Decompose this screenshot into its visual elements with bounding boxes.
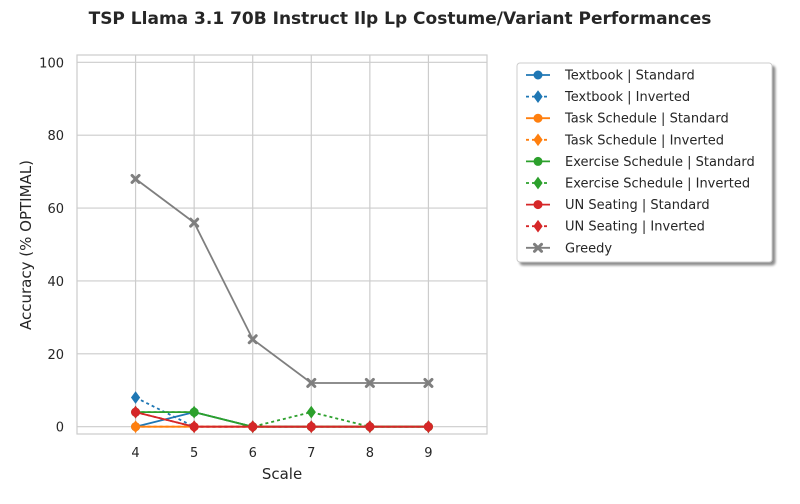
legend-item: Exercise Schedule | Standard xyxy=(526,155,755,170)
data-point xyxy=(423,377,434,388)
marker-stroke xyxy=(533,242,543,253)
data-point xyxy=(306,377,317,388)
y-axis-label: Accuracy (% OPTIMAL) xyxy=(17,160,35,330)
data-point xyxy=(247,334,258,345)
data-point xyxy=(248,420,258,434)
legend-items: Textbook | Standard Textbook | Inverted Ta… xyxy=(526,69,755,256)
data-point xyxy=(130,420,141,434)
y-tick-label: 100 xyxy=(39,56,64,71)
data-point xyxy=(130,405,141,419)
marker-stroke xyxy=(189,217,200,228)
legend-item: UN Seating | Standard xyxy=(526,198,710,213)
legend-marker xyxy=(533,176,543,190)
legend-item: Textbook | Standard xyxy=(526,69,695,84)
x-tick-label: 6 xyxy=(249,446,257,461)
data-point xyxy=(130,173,141,184)
legend-label: UN Seating | Standard xyxy=(565,198,710,213)
legend-item: Textbook | Inverted xyxy=(526,90,690,105)
series-5 xyxy=(130,405,434,434)
legend-label: Greedy xyxy=(565,241,612,256)
legend-label: Exercise Schedule | Standard xyxy=(565,155,755,170)
legend-label: Textbook | Inverted xyxy=(564,90,690,105)
legend-label: Textbook | Standard xyxy=(564,69,695,84)
marker-stroke xyxy=(423,377,434,388)
series-line xyxy=(135,411,429,428)
x-tick-label: 8 xyxy=(366,446,374,461)
marker-stroke xyxy=(247,334,258,345)
series-line xyxy=(135,411,429,428)
data-point xyxy=(189,217,200,228)
data-point xyxy=(306,405,316,419)
legend-item: Task Schedule | Inverted xyxy=(526,133,724,148)
legend-marker xyxy=(533,133,543,147)
x-axis-label: Scale xyxy=(262,465,302,483)
legend-item: UN Seating | Inverted xyxy=(526,220,705,235)
y-tick-label: 0 xyxy=(56,421,64,436)
legend-item: Exercise Schedule | Inverted xyxy=(526,177,750,192)
marker-stroke xyxy=(130,173,141,184)
data-point xyxy=(130,391,141,404)
x-tick-label: 7 xyxy=(307,446,315,461)
tick-labels: 4 5 6 7 8 9 0 20 40 60 80 100 xyxy=(39,56,432,461)
series-7 xyxy=(130,405,434,434)
data-point xyxy=(365,420,375,434)
legend-item: Task Schedule | Standard xyxy=(526,112,729,127)
legend-marker xyxy=(533,113,543,123)
legend-marker xyxy=(533,242,543,253)
plot-frame xyxy=(76,54,488,435)
legend-marker xyxy=(533,200,543,210)
legend: Textbook | Standard Textbook | Inverted Ta… xyxy=(516,62,773,263)
data-point xyxy=(423,420,434,434)
y-tick-label: 80 xyxy=(47,129,64,144)
y-tick-label: 40 xyxy=(47,275,64,290)
x-tick-label: 5 xyxy=(190,446,198,461)
legend-label: Task Schedule | Standard xyxy=(564,112,729,127)
x-tick-label: 4 xyxy=(131,446,139,461)
data-point xyxy=(306,420,316,434)
series-line xyxy=(135,396,429,428)
data-point xyxy=(189,420,199,434)
data-point xyxy=(364,377,375,388)
legend-frame xyxy=(516,62,773,263)
data-point xyxy=(189,405,199,419)
marker-stroke xyxy=(364,377,375,388)
series-line xyxy=(135,178,429,384)
marker-stroke xyxy=(306,377,317,388)
y-tick-label: 20 xyxy=(47,348,64,363)
x-tick-label: 9 xyxy=(424,446,432,461)
series-8 xyxy=(130,173,434,388)
series-layer xyxy=(130,173,434,434)
legend-label: UN Seating | Inverted xyxy=(565,220,705,235)
grid xyxy=(77,55,487,434)
chart-title: TSP Llama 3.1 70B Instruct Ilp Lp Costum… xyxy=(89,9,712,29)
y-tick-label: 60 xyxy=(47,202,64,217)
legend-item: Greedy xyxy=(526,241,612,256)
legend-marker xyxy=(533,156,543,166)
legend-marker xyxy=(533,90,543,103)
legend-marker xyxy=(533,70,543,80)
legend-label: Task Schedule | Inverted xyxy=(564,133,724,148)
legend-marker xyxy=(533,219,543,233)
legend-label: Exercise Schedule | Inverted xyxy=(565,177,750,192)
